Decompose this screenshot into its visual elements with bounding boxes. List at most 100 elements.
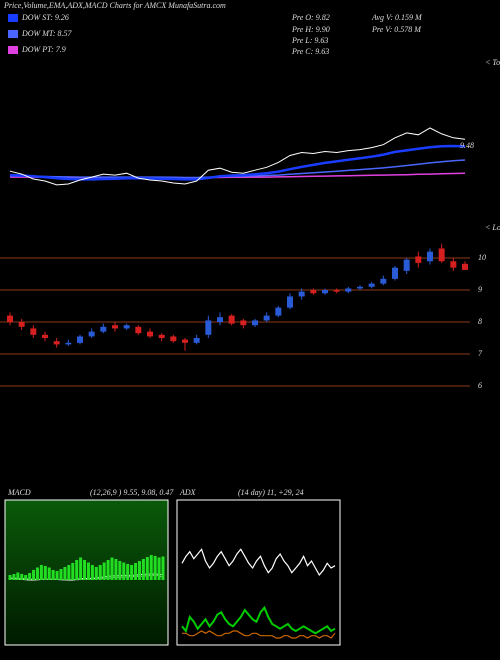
histogram-bar (94, 567, 98, 580)
histogram-bar (126, 564, 130, 580)
candle-body (240, 320, 247, 326)
candle-body (228, 315, 235, 324)
histogram-bar (67, 565, 71, 580)
histogram-bar (137, 561, 141, 580)
y-tick-label: 7 (478, 349, 483, 358)
adx-line (182, 630, 336, 639)
candle-body (42, 334, 48, 339)
candle-body (7, 315, 13, 323)
stat: Avg V: 0.159 M (371, 13, 423, 22)
histogram-bar (118, 561, 122, 580)
page-title: Price,Volume,EMA,ADX,MACD Charts for AMC… (3, 1, 226, 10)
corner-note: < Tops (485, 58, 500, 67)
histogram-bar (110, 557, 114, 580)
ema-line (9, 144, 466, 181)
histogram-bar (134, 563, 138, 580)
histogram-bar (130, 565, 134, 580)
histogram-bar (149, 555, 153, 580)
candle-body (182, 339, 188, 343)
histogram-bar (114, 559, 118, 580)
candle-body (415, 256, 422, 263)
candle-body (345, 288, 352, 292)
histogram-bar (83, 560, 87, 580)
histogram-bar (39, 565, 43, 580)
histogram-bar (20, 574, 24, 580)
candle-body (100, 326, 107, 332)
candle-body (368, 283, 375, 287)
histogram-bar (86, 562, 90, 580)
candle-body (112, 325, 118, 329)
candle-body (135, 326, 142, 334)
candle-body (275, 307, 282, 316)
histogram-bar (28, 573, 32, 580)
legend-label: DOW MT: 8.57 (21, 29, 73, 38)
histogram-bar (122, 562, 126, 580)
candle-body (170, 336, 177, 342)
histogram-bar (71, 563, 75, 580)
candle-body (357, 286, 363, 289)
histogram-bar (35, 567, 39, 580)
adx-line (181, 605, 336, 635)
panel-title: MACD (7, 488, 31, 497)
histogram-bar (145, 557, 149, 580)
candle-body (427, 251, 433, 262)
candle-body (205, 320, 212, 335)
legend-label: DOW ST: 9.26 (21, 13, 69, 22)
price-line (9, 127, 466, 186)
candle-body (53, 341, 60, 345)
candle-body (438, 248, 445, 262)
histogram-bar (161, 556, 165, 580)
candle-body (310, 290, 317, 294)
candle-body (147, 331, 153, 337)
candle-body (263, 315, 270, 321)
histogram-bar (157, 557, 161, 580)
histogram-bar (12, 574, 16, 580)
candle-body (65, 342, 72, 345)
macd-line (9, 574, 164, 581)
stat: Pre O: 9.82 (291, 13, 330, 22)
y-tick-label: 10 (478, 253, 486, 262)
histogram-bar (63, 567, 67, 580)
histogram-bar (16, 572, 20, 580)
legend-swatch (8, 46, 18, 54)
y-tick-label: 8 (478, 317, 482, 326)
annotation: 9.48 (460, 141, 474, 150)
histogram-bar (55, 571, 59, 580)
histogram-bar (59, 569, 63, 580)
candle-body (252, 320, 258, 326)
histogram-bar (8, 575, 12, 580)
histogram-bar (79, 557, 83, 580)
histogram-bar (98, 565, 102, 580)
stat: Pre V: 0.578 M (371, 25, 422, 34)
candle-body (77, 336, 83, 343)
candle-body (30, 328, 37, 335)
candle-body (88, 331, 95, 337)
candle-body (18, 322, 25, 327)
candle-body (333, 290, 340, 292)
histogram-bar (102, 562, 106, 580)
histogram-bar (32, 570, 36, 580)
panel-subtitle: (12,26,9 ) 9.55, 9.08, 0.47 (90, 488, 174, 497)
histogram-bar (90, 565, 94, 580)
adx-line (181, 548, 336, 577)
candle-body (287, 296, 293, 308)
candle-body (123, 325, 130, 329)
candle-body (450, 261, 457, 268)
candle-body (403, 259, 410, 271)
panel-title: ADX (179, 488, 197, 497)
stat: Pre L: 9.63 (291, 36, 328, 45)
histogram-bar (24, 575, 28, 580)
histogram-bar (43, 566, 47, 580)
histogram-bar (51, 570, 55, 580)
histogram-bar (153, 556, 157, 580)
corner-note: < Lows (485, 223, 500, 232)
stat: Pre H: 9.90 (291, 25, 330, 34)
legend-swatch (8, 30, 18, 38)
legend-label: DOW PT: 7.9 (21, 45, 66, 54)
histogram-bar (47, 567, 51, 580)
candle-body (462, 263, 468, 270)
histogram-bar (106, 560, 110, 580)
legend-swatch (8, 14, 18, 22)
candle-body (322, 290, 328, 294)
